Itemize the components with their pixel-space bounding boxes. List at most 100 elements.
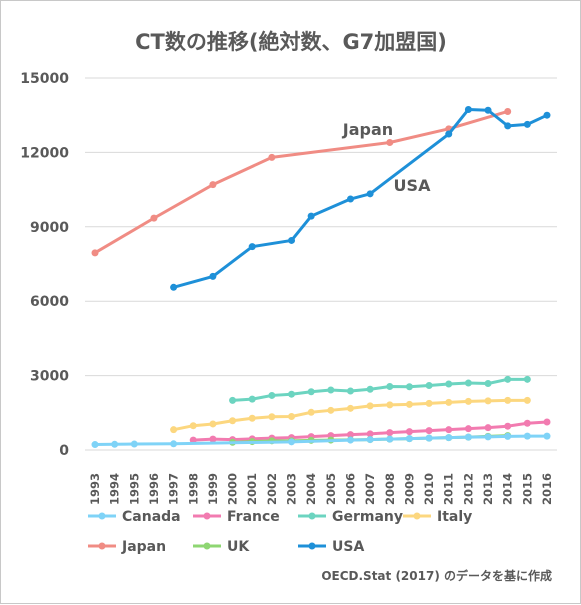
legend-swatch-marker — [413, 512, 421, 520]
italy-point — [523, 396, 531, 404]
y-tick-label: 12000 — [20, 145, 69, 161]
italy-point — [209, 420, 217, 428]
italy-point — [268, 413, 276, 421]
legend-label: Italy — [437, 509, 472, 525]
canada-point — [111, 440, 119, 448]
x-tick-label: 1996 — [147, 473, 161, 505]
canada-point — [130, 440, 138, 448]
italy-point — [346, 404, 354, 412]
japan-point — [386, 138, 394, 146]
canada-point — [523, 432, 531, 440]
germany-point — [464, 379, 472, 387]
canada-point — [288, 438, 296, 446]
x-tick-label: 2016 — [540, 473, 554, 505]
legend-label: UK — [227, 539, 250, 555]
series-usa — [170, 105, 551, 291]
germany-point — [307, 388, 315, 396]
x-tick-label: 2005 — [324, 473, 338, 505]
canada-point — [445, 434, 453, 442]
germany-point — [504, 375, 512, 383]
usa-point — [346, 195, 354, 203]
y-tick-label: 6000 — [30, 294, 69, 310]
x-tick-label: 2000 — [226, 473, 240, 505]
germany-point — [346, 387, 354, 395]
x-tick-label: 2010 — [422, 473, 436, 505]
usa-point — [248, 243, 256, 251]
legend-label: Japan — [121, 539, 166, 555]
canada-point — [366, 436, 374, 444]
canada-point — [484, 433, 492, 441]
italy-point — [504, 396, 512, 404]
italy-point — [229, 417, 237, 425]
italy-point — [307, 408, 315, 416]
x-tick-label: 1995 — [127, 473, 141, 505]
germany-point — [248, 395, 256, 403]
italy-point — [445, 398, 453, 406]
x-tick-label: 1998 — [186, 473, 200, 505]
legend-label: USA — [332, 539, 364, 555]
italy-point — [170, 426, 178, 434]
italy-point — [484, 397, 492, 405]
france-point — [425, 427, 433, 435]
legend-label: Germany — [332, 509, 403, 525]
x-tick-label: 1993 — [88, 473, 102, 505]
germany-point — [268, 391, 276, 399]
italy-point — [425, 399, 433, 407]
annotation-japan: Japan — [342, 120, 393, 139]
annotation-usa: USA — [394, 176, 432, 195]
legend-item-canada: Canada — [88, 509, 181, 525]
italy-point — [386, 401, 394, 409]
france-point — [543, 418, 551, 426]
canada-point — [170, 440, 178, 448]
france-point — [209, 435, 217, 443]
x-axis-ticks: 1993 1994 1995 1996 1997 1998 1999 2000 2001 2002… — [88, 473, 554, 505]
japan-point — [209, 181, 217, 189]
japan-point — [268, 153, 276, 161]
france-point — [464, 425, 472, 433]
x-tick-label: 2004 — [304, 473, 318, 505]
france-point — [445, 426, 453, 434]
germany-point — [229, 396, 237, 404]
germany-point — [386, 383, 394, 391]
canada-point — [91, 441, 99, 449]
italy-point — [288, 413, 296, 421]
y-tick-label: 3000 — [30, 369, 69, 385]
legend-item-uk: UK — [193, 539, 250, 555]
france-point — [386, 429, 394, 437]
usa-point — [445, 130, 453, 138]
legend-label: Canada — [122, 509, 181, 525]
x-tick-label: 2013 — [481, 473, 495, 505]
japan-point — [150, 214, 158, 222]
x-tick-label: 2007 — [363, 473, 377, 505]
source-note: OECD.Stat (2017) のデータを基に作成 — [321, 568, 552, 583]
legend: Canada France Germany Italy Japan UK USA — [88, 509, 472, 555]
canada-point — [464, 433, 472, 441]
x-tick-label: 2008 — [383, 473, 397, 505]
france-point — [366, 430, 374, 438]
france-point — [405, 428, 413, 436]
germany-point — [327, 386, 335, 394]
legend-item-france: France — [193, 509, 280, 525]
series-lines — [91, 105, 551, 449]
usa-point — [484, 106, 492, 114]
x-tick-label: 2015 — [520, 473, 534, 505]
y-tick-label: 15000 — [20, 71, 69, 87]
canada-point — [425, 434, 433, 442]
usa-point — [209, 272, 217, 280]
canada-point — [346, 436, 354, 444]
germany-point — [425, 382, 433, 390]
legend-item-usa: USA — [298, 539, 364, 555]
x-tick-label: 2011 — [442, 473, 456, 505]
x-tick-label: 2002 — [265, 473, 279, 505]
italy-point — [366, 402, 374, 410]
france-point — [346, 431, 354, 439]
usa-point — [504, 122, 512, 130]
usa-point — [543, 111, 551, 119]
series-italy — [170, 396, 531, 434]
legend-item-germany: Germany — [298, 509, 403, 525]
germany-point — [445, 380, 453, 388]
canada-point — [504, 432, 512, 440]
legend-swatch-marker — [98, 512, 106, 520]
